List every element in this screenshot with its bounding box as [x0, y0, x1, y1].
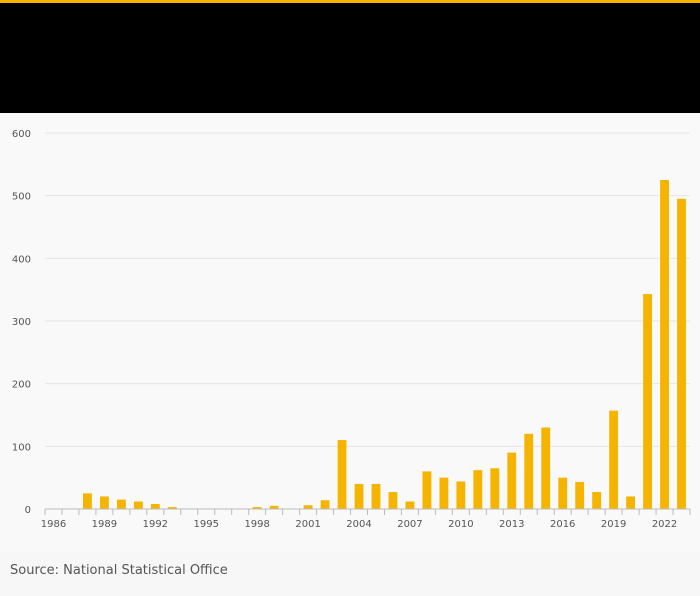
bar-1990: [116, 499, 126, 509]
bar-chart: 0 100 200 300 400 500 600 1986 1989 1992 1995 1998…: [12, 129, 691, 530]
y-tick-label: 300: [12, 317, 31, 328]
bar-2004: [354, 483, 364, 509]
x-tick-label: 2019: [601, 519, 626, 530]
bar-2009: [439, 477, 449, 509]
bar-2012: [490, 468, 500, 509]
y-tick-label: 500: [12, 192, 31, 203]
bar-2021: [643, 294, 652, 509]
bar-2023: [677, 198, 686, 510]
x-tick-label: 1995: [194, 519, 219, 530]
bar-1998: [252, 507, 262, 509]
bar-2017: [575, 482, 585, 509]
y-tick-label: 400: [12, 254, 31, 265]
x-tick-label: 2013: [499, 519, 524, 530]
bar-1991: [133, 501, 143, 509]
bar-2014: [524, 433, 534, 509]
bar-1988: [83, 493, 92, 509]
top-accent-bar: [0, 0, 700, 3]
source-note: Source: National Statistical Office: [10, 563, 228, 578]
bar-2002: [320, 500, 330, 509]
x-axis-labels: 1986 1989 1992 1995 1998 2001 2004 2007 2010 2013…: [41, 519, 678, 530]
bar-2011: [473, 470, 483, 509]
bar-2013: [507, 452, 517, 509]
bar-2015: [541, 427, 551, 509]
y-tick-label: 200: [12, 380, 31, 391]
chart-area: 0 100 200 300 400 500 600 1986 1989 1992 1995 1998…: [0, 113, 700, 553]
y-tick-label: 600: [12, 129, 31, 140]
y-axis-labels: 0 100 200 300 400 500 600: [12, 129, 31, 516]
bar-2022: [660, 180, 669, 509]
bar-2019: [609, 410, 619, 509]
header-band: [0, 3, 700, 113]
x-tick-label: 1992: [143, 519, 168, 530]
x-tick-label: 1998: [244, 519, 269, 530]
x-tick-label: 1989: [92, 519, 117, 530]
x-tick-label: 2010: [448, 519, 473, 530]
bar-2003: [337, 440, 347, 509]
gridlines: [45, 132, 690, 447]
bar-2018: [592, 492, 602, 509]
x-tick-label: 2007: [397, 519, 422, 530]
bar-2010: [456, 481, 466, 509]
bar-1999: [269, 505, 279, 509]
bar-1989: [99, 496, 109, 509]
bar-2008: [422, 471, 432, 509]
bars: [83, 180, 686, 510]
x-tick-label: 2016: [550, 519, 575, 530]
y-tick-label: 0: [25, 505, 31, 516]
x-tick-label: 2001: [295, 519, 320, 530]
x-tick-label: 2022: [652, 519, 677, 530]
x-axis-ticks: [44, 509, 691, 515]
bar-1992: [150, 503, 160, 509]
bar-2001: [303, 505, 313, 509]
bar-2005: [371, 483, 381, 509]
bar-2016: [558, 477, 568, 509]
x-tick-label: 2004: [346, 519, 371, 530]
bar-2007: [405, 501, 415, 509]
bar-1993: [167, 507, 177, 509]
x-tick-label: 1986: [41, 519, 66, 530]
bar-2006: [388, 492, 398, 509]
bar-2020: [626, 496, 636, 509]
y-tick-label: 100: [12, 442, 31, 453]
